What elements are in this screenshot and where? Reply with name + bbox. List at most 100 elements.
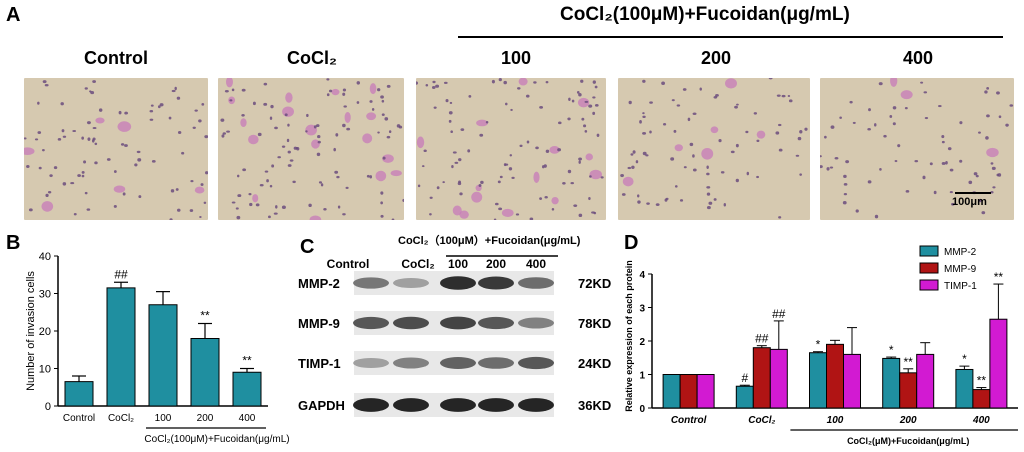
- cell-small: [498, 207, 503, 211]
- cell-small: [692, 112, 697, 115]
- cell-small: [519, 144, 523, 148]
- cell-small: [231, 201, 236, 204]
- cell-small: [263, 102, 268, 106]
- cell-small: [336, 175, 340, 179]
- column-label-cocl2: CoCl₂: [287, 48, 337, 68]
- cell-small: [388, 130, 392, 134]
- cell-small: [941, 135, 945, 139]
- cell-small: [949, 168, 954, 172]
- cell-small: [222, 132, 227, 135]
- cell-small: [457, 181, 462, 186]
- cell-small: [150, 104, 154, 107]
- cell-small: [356, 81, 361, 85]
- cell-small: [843, 183, 848, 186]
- cell-small: [468, 95, 472, 98]
- cell-small: [592, 111, 596, 115]
- cell-small: [804, 127, 808, 131]
- blot-band: [353, 357, 389, 369]
- cell-large: [366, 112, 377, 121]
- chart-relative-expression: 0 1 2 3 4 Relative expression of each protein…: [624, 245, 1018, 446]
- cell-small: [706, 192, 711, 196]
- cell-small: [655, 203, 660, 206]
- cell-small: [674, 185, 678, 188]
- cell-small: [229, 99, 233, 102]
- blot-band: [440, 398, 476, 412]
- cell-small: [756, 175, 760, 179]
- cell-small: [382, 156, 386, 160]
- cell-small: [175, 188, 179, 191]
- bar: [735, 385, 754, 409]
- bar: [843, 353, 861, 409]
- cell-small: [241, 113, 245, 117]
- cell-small: [242, 168, 247, 172]
- cell-small: [120, 143, 125, 146]
- cell-small: [478, 184, 482, 187]
- cell-small: [735, 178, 739, 183]
- cell-small: [892, 122, 896, 126]
- cell-small: [62, 135, 67, 138]
- cell-small: [425, 83, 429, 87]
- bar: [752, 347, 771, 409]
- cell-small: [580, 79, 584, 83]
- cell-small: [235, 207, 239, 210]
- cell-small: [945, 161, 948, 165]
- cell-small: [377, 88, 381, 92]
- cell-large: [331, 88, 340, 96]
- cell-small: [416, 81, 418, 85]
- cell-small: [467, 149, 471, 153]
- cell-small: [699, 87, 702, 91]
- cell-small: [845, 160, 850, 164]
- band-size-label: 36KD: [578, 398, 611, 413]
- cell-small: [692, 168, 697, 172]
- blot-band: [518, 398, 554, 412]
- x-group-label: CoCl₂(μM)+Fucoidan(μg/mL): [847, 436, 969, 446]
- cell-small: [320, 183, 324, 187]
- cell-small: [62, 182, 67, 186]
- blot-band: [393, 398, 429, 412]
- cell-small: [334, 170, 339, 174]
- cell-small: [713, 95, 718, 99]
- cell-small: [892, 106, 897, 110]
- cell-small: [174, 86, 177, 91]
- cell-small: [526, 140, 530, 144]
- cell-small: [237, 174, 240, 178]
- cell-small: [735, 143, 739, 148]
- cell-small: [645, 154, 649, 157]
- cell-small: [673, 129, 677, 133]
- cell-small: [81, 174, 85, 178]
- cell-small: [706, 165, 709, 169]
- bar: [64, 381, 94, 407]
- micrograph-cocl2: [218, 78, 404, 220]
- cell-small: [171, 89, 176, 93]
- cell-small: [479, 133, 484, 137]
- cell-small: [176, 96, 181, 100]
- y-tick-label: 10: [39, 364, 51, 376]
- cell-small: [266, 179, 269, 183]
- cell-small: [692, 154, 695, 158]
- cell-small: [432, 80, 436, 84]
- cell-small: [736, 103, 739, 106]
- cell-small: [318, 181, 323, 184]
- cell-large: [533, 171, 540, 183]
- cell-small: [990, 162, 994, 165]
- cell-small: [295, 147, 299, 150]
- cell-small: [306, 113, 309, 118]
- y-tick-label: 1: [639, 371, 645, 382]
- cell-small: [706, 172, 710, 176]
- cell-small: [533, 81, 537, 84]
- column-label-100: 100: [500, 48, 532, 68]
- cell-small: [922, 175, 926, 180]
- cell-small: [938, 104, 942, 108]
- cell-small: [83, 160, 87, 164]
- cell-small: [458, 158, 462, 162]
- cell-small: [220, 118, 225, 122]
- cell-small: [343, 105, 347, 108]
- cell-small: [949, 190, 953, 194]
- cell-small: [273, 212, 278, 215]
- cell-small: [42, 80, 47, 84]
- cell-small: [589, 175, 592, 178]
- cell-small: [951, 202, 955, 206]
- cell-large: [95, 117, 105, 124]
- cell-small: [429, 196, 433, 199]
- cell-small: [448, 119, 452, 123]
